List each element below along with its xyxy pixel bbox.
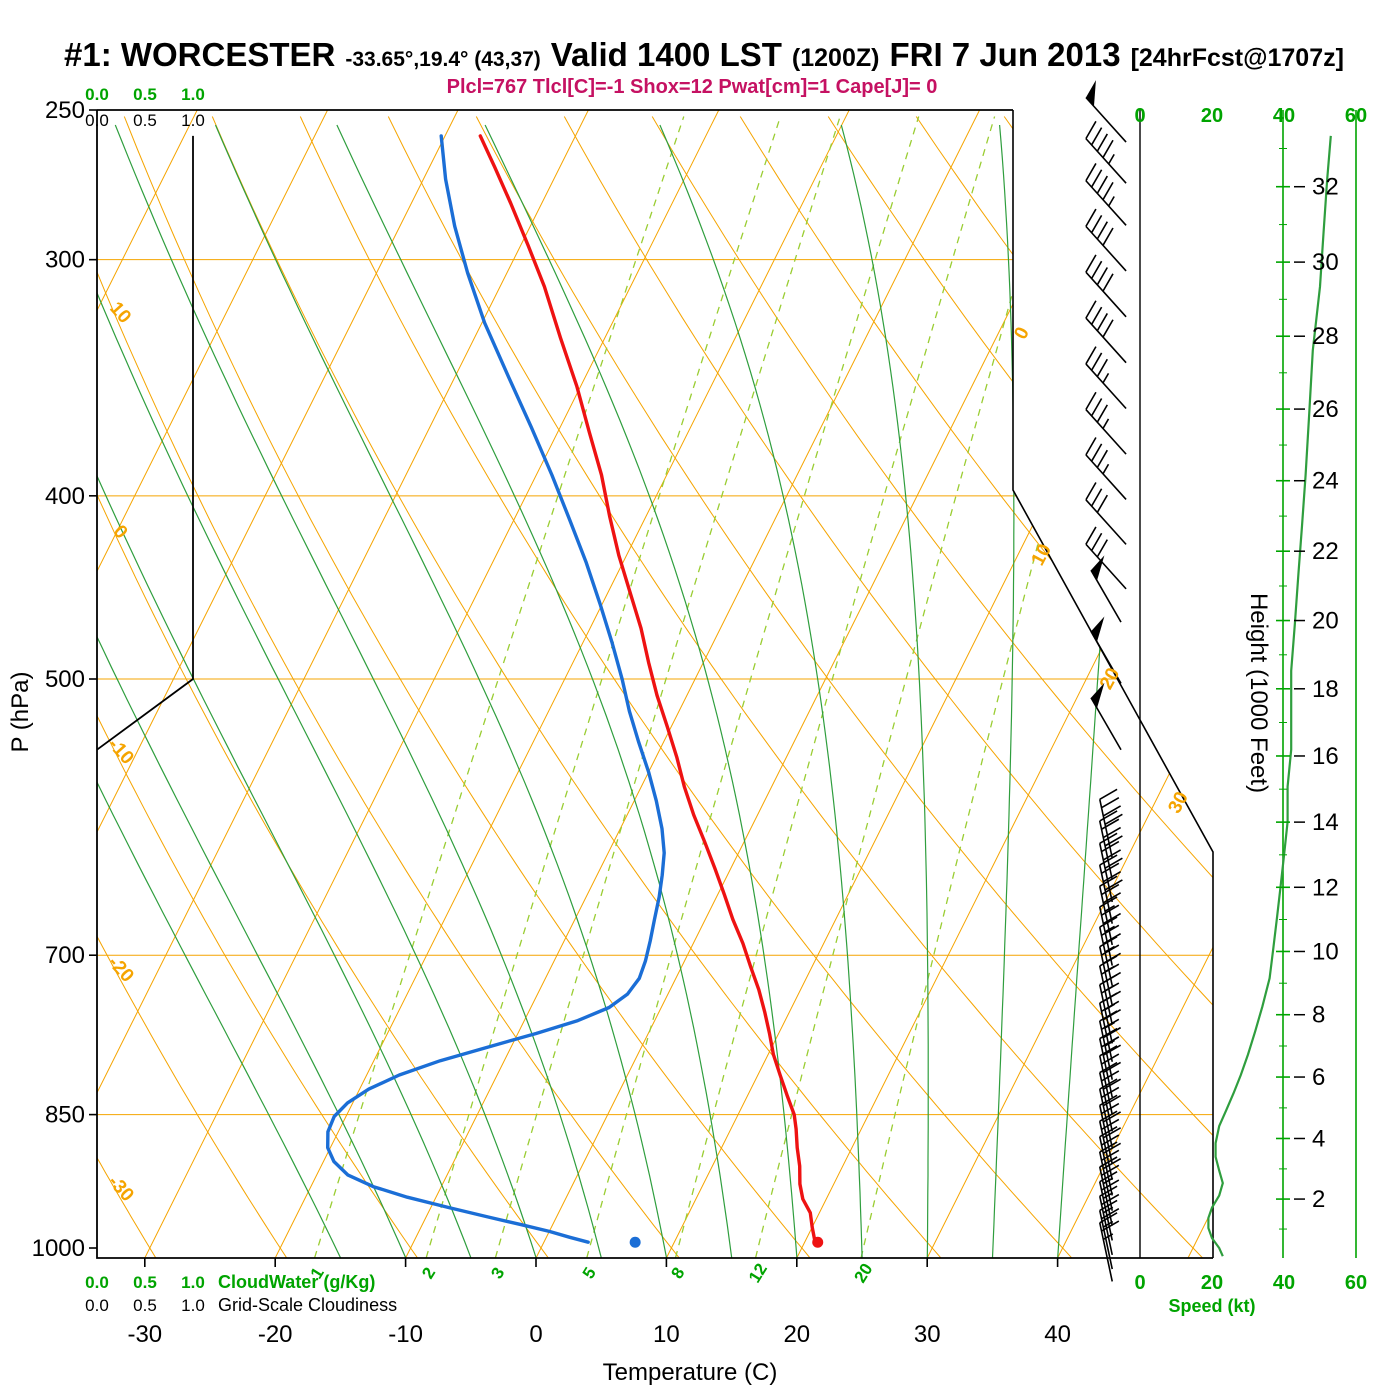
station-coords: -33.65°,19.4° (43,37) [345,48,541,71]
wind-speed-curve [1207,135,1332,1257]
svg-text:6: 6 [1312,1064,1325,1091]
svg-text:16: 16 [1312,743,1339,770]
svg-text:-20: -20 [258,1321,293,1348]
speed-axis-label: Speed (kt) [1168,1296,1255,1316]
pressure-axis-label: P (hPa) [7,672,34,753]
svg-text:12: 12 [745,1260,771,1286]
svg-text:0.5: 0.5 [133,1273,157,1292]
grid-layer [97,110,1213,1258]
svg-text:20: 20 [1201,1272,1223,1294]
svg-text:30: 30 [1312,249,1339,276]
wind-barbs [1085,80,1127,1282]
svg-text:10: 10 [653,1321,680,1348]
station-name: #1: WORCESTER [64,36,336,73]
svg-text:22: 22 [1312,538,1339,565]
surface-temp-dot [812,1236,824,1248]
svg-text:28: 28 [1312,323,1339,350]
svg-text:400: 400 [45,483,85,510]
svg-text:500: 500 [45,666,85,693]
forecast-tag: [24hrFcst@1707z] [1130,44,1344,72]
svg-text:0.0: 0.0 [85,1273,109,1292]
valid-time: Valid 1400 LST [550,36,782,73]
svg-text:1.0: 1.0 [181,1273,205,1292]
svg-text:30: 30 [1164,788,1192,817]
svg-text:2: 2 [418,1264,439,1282]
svg-text:8: 8 [667,1264,688,1282]
svg-text:0: 0 [1134,105,1145,127]
svg-text:40: 40 [1273,105,1295,127]
valid-zulu: (1200Z) [791,44,880,72]
valid-date: FRI 7 Jun 2013 [889,36,1121,73]
svg-text:1.0: 1.0 [181,1296,205,1315]
svg-text:3: 3 [487,1264,508,1282]
svg-text:250: 250 [45,97,85,124]
temp-axis-label: Temperature (C) [603,1359,778,1386]
svg-text:0.0: 0.0 [85,1296,109,1315]
svg-text:18: 18 [1312,676,1339,703]
svg-text:20: 20 [1201,105,1223,127]
svg-text:12: 12 [1312,874,1339,901]
svg-text:60: 60 [1345,105,1367,127]
svg-text:14: 14 [1312,809,1339,836]
svg-text:-30: -30 [127,1321,162,1348]
svg-text:26: 26 [1312,396,1339,423]
temperature-curve [478,134,817,1244]
height-axis-label: Height (1000 Feet) [1245,593,1272,793]
surface-dewpoint-dot [629,1236,641,1248]
svg-text:300: 300 [45,247,85,274]
svg-text:850: 850 [45,1102,85,1129]
svg-text:1.0: 1.0 [181,111,205,130]
svg-text:10: 10 [1028,541,1056,570]
svg-text:20: 20 [850,1260,876,1286]
svg-text:1000: 1000 [32,1235,85,1262]
svg-text:5: 5 [579,1264,600,1282]
svg-text:0.0: 0.0 [85,85,109,104]
svg-text:1.0: 1.0 [181,85,205,104]
chart-title: #1: WORCESTER -33.65°,19.4° (43,37) Vali… [64,36,1344,74]
svg-text:700: 700 [45,942,85,969]
dewpoint-curve [326,134,666,1244]
svg-text:0: 0 [529,1321,542,1348]
cloudwater-axis-label: CloudWater (g/Kg) [218,1272,375,1292]
svg-text:8: 8 [1312,1002,1325,1029]
svg-text:30: 30 [914,1321,941,1348]
svg-text:24: 24 [1312,468,1339,495]
svg-text:4: 4 [1312,1125,1325,1152]
svg-text:20: 20 [783,1321,810,1348]
svg-text:40: 40 [1273,1272,1295,1294]
svg-text:0.5: 0.5 [133,111,157,130]
stability-params: Plcl=767 Tlcl[C]=-1 Shox=12 Pwat[cm]=1 C… [446,76,938,98]
svg-text:-30: -30 [104,1172,138,1206]
cloudiness-profile [96,135,194,751]
svg-text:2: 2 [1312,1186,1325,1213]
svg-text:10: 10 [1312,938,1339,965]
svg-text:32: 32 [1312,174,1339,201]
svg-text:0.0: 0.0 [85,111,109,130]
svg-text:60: 60 [1345,1272,1367,1294]
svg-text:0: 0 [1010,324,1034,343]
svg-text:-10: -10 [388,1321,423,1348]
svg-text:0.5: 0.5 [133,85,157,104]
svg-text:40: 40 [1044,1321,1071,1348]
cloudiness-axis-label: Grid-Scale Cloudiness [218,1295,397,1315]
svg-text:20: 20 [1312,608,1339,635]
svg-text:0.5: 0.5 [133,1296,157,1315]
svg-text:0: 0 [1134,1272,1145,1294]
